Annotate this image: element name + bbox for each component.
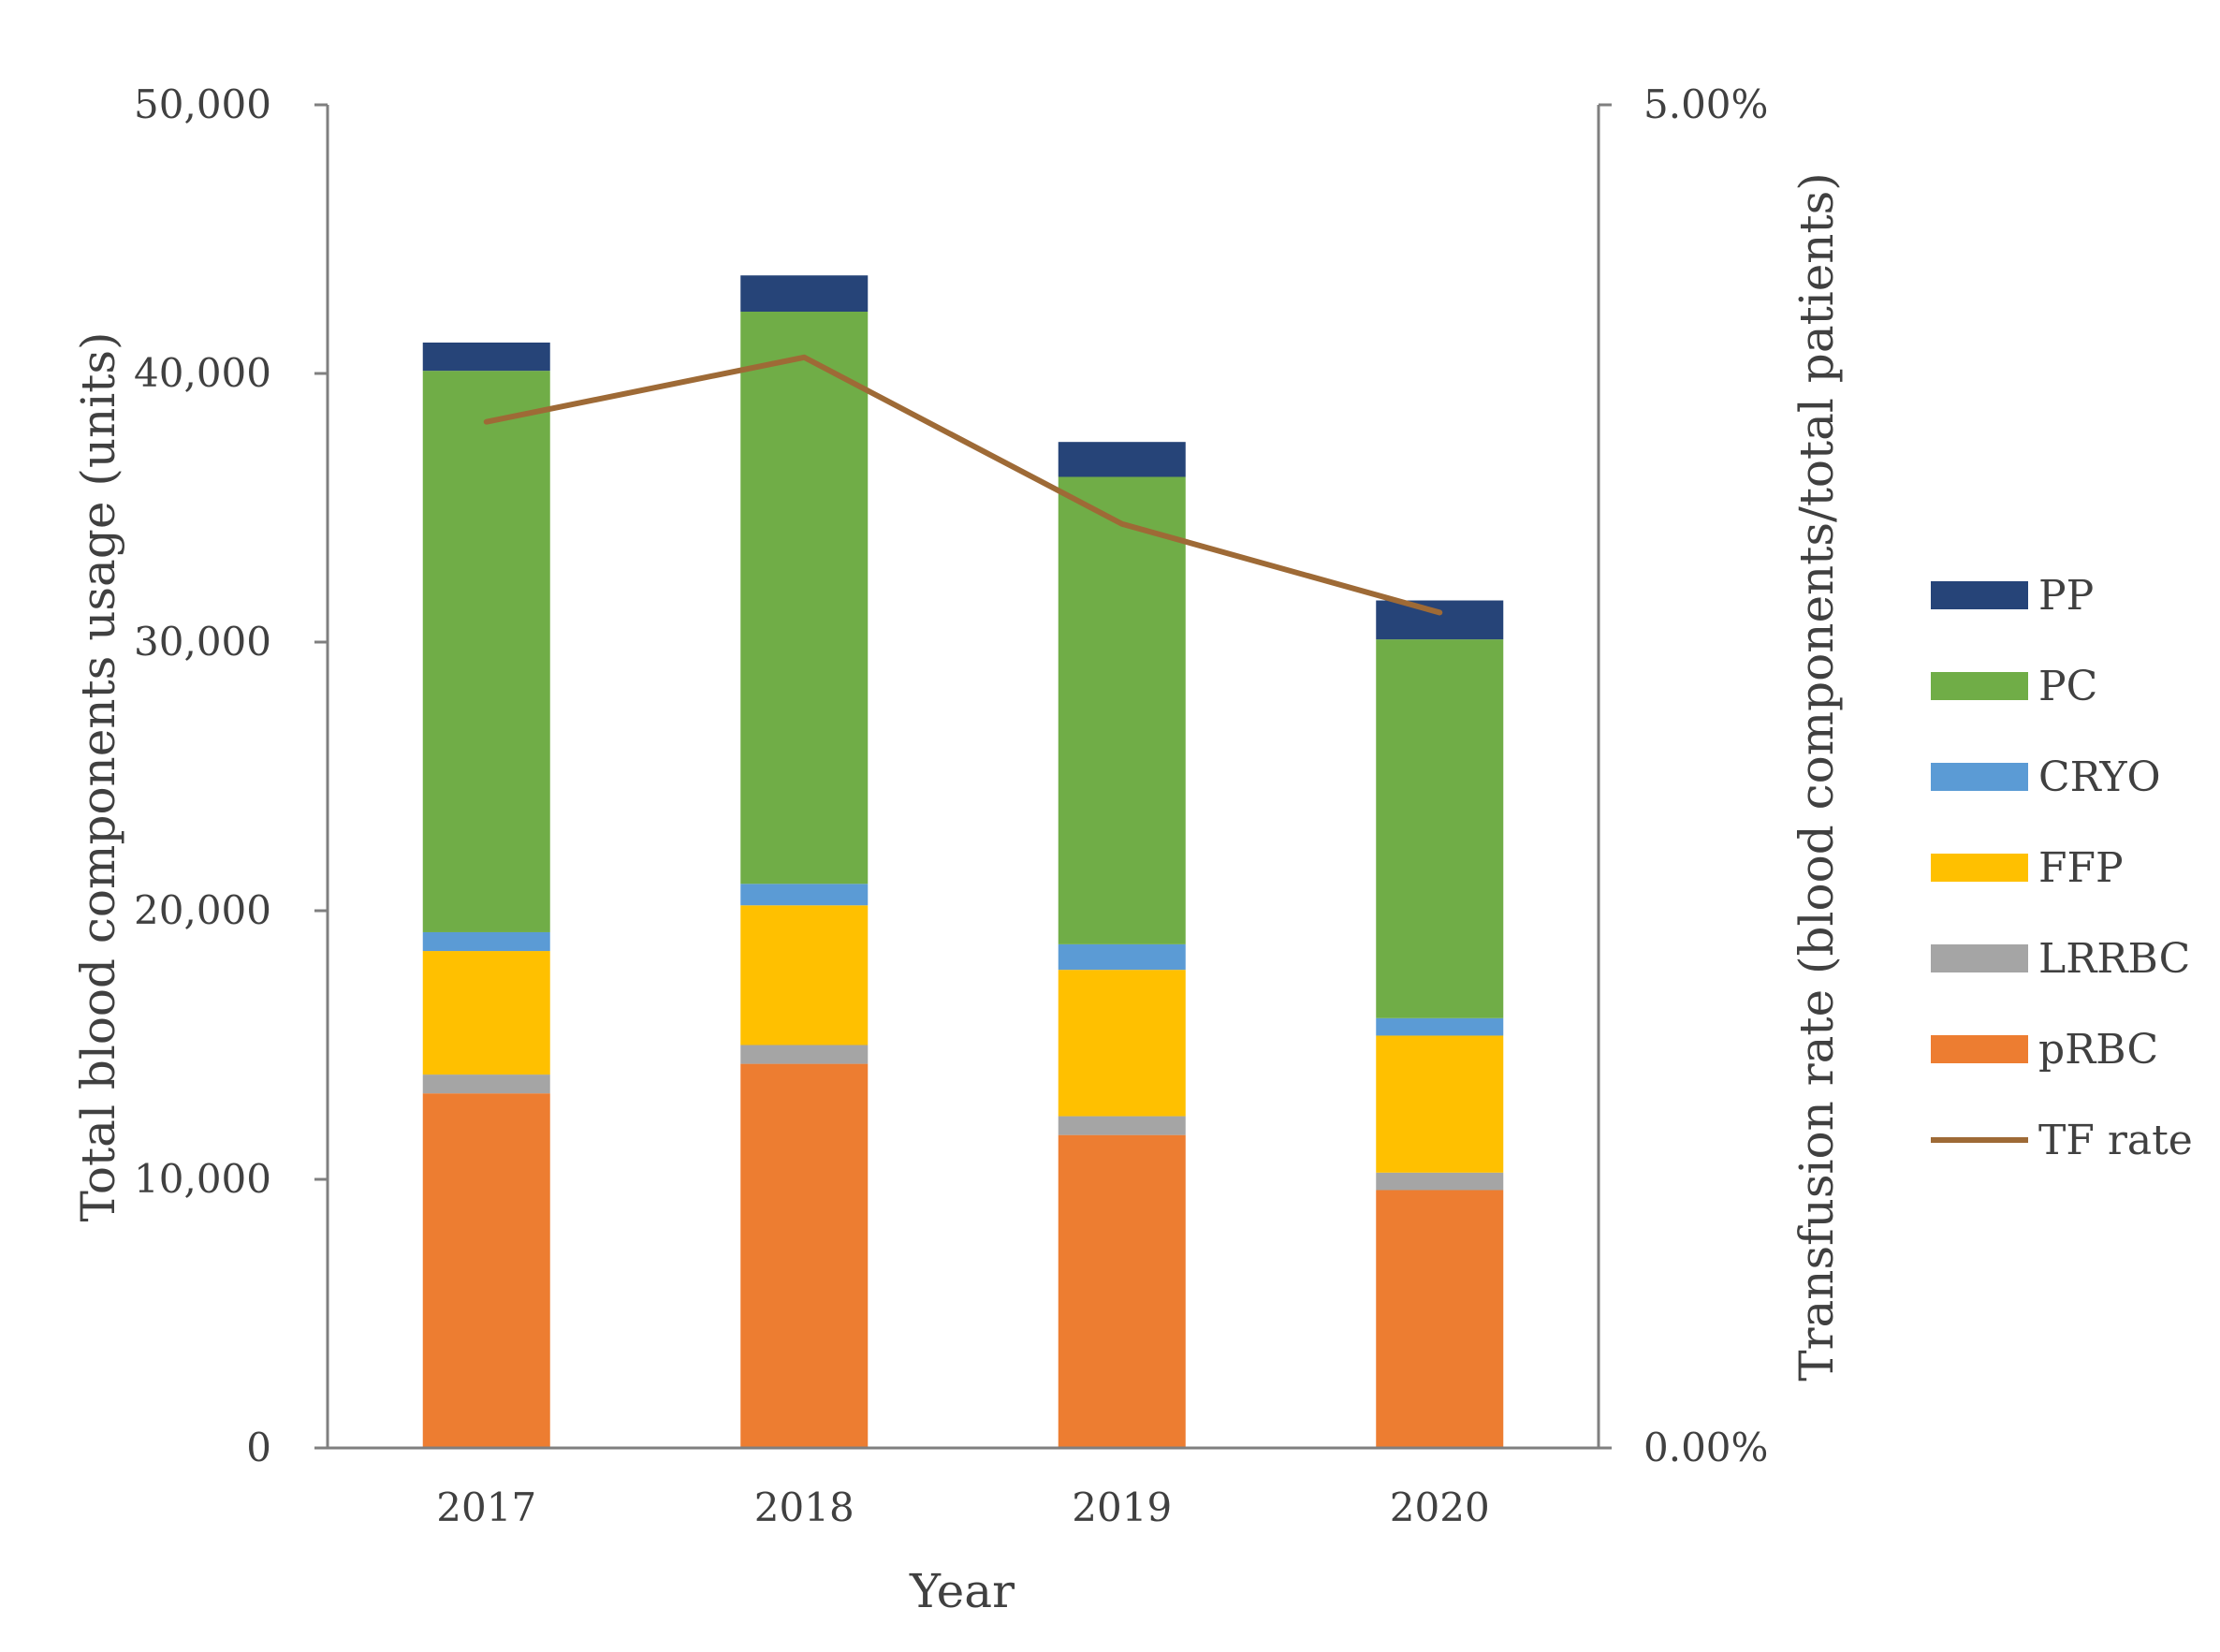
bar-prbc-2018 <box>740 1063 869 1448</box>
legend-swatch-cryo <box>1931 763 2028 791</box>
legend-swatch-pp <box>1931 581 2028 609</box>
legend-swatch-lrrbc <box>1931 944 2028 972</box>
bar-prbc-2017 <box>422 1093 550 1448</box>
y-tick-label: 10,000 <box>134 1156 271 1202</box>
bar-ffp-2017 <box>422 951 550 1075</box>
bar-cryo-2017 <box>422 931 550 952</box>
y-axis-title: Total blood components usage (units) <box>71 331 125 1221</box>
legend-label-pp: PP <box>2038 572 2094 620</box>
legend-item-pc: PC <box>1931 663 2097 710</box>
bar-lrrbc-2019 <box>1058 1116 1186 1135</box>
bar-pc-2020 <box>1376 639 1504 1018</box>
bar-pc-2017 <box>422 371 550 932</box>
x-axis-title: Year <box>909 1564 1015 1618</box>
legend-swatch-prbc <box>1931 1035 2028 1063</box>
bar-prbc-2019 <box>1058 1134 1186 1448</box>
x-tick-label-2018: 2018 <box>754 1484 854 1530</box>
bar-lrrbc-2018 <box>740 1045 869 1064</box>
legend-label-lrrbc: LRRBC <box>2038 935 2190 983</box>
y2-tick-label: 5.00% <box>1643 81 1768 127</box>
y-tick-label: 50,000 <box>134 81 271 127</box>
bar-lrrbc-2020 <box>1376 1172 1504 1191</box>
bar-lrrbc-2017 <box>422 1075 550 1094</box>
line-layer <box>483 354 1443 616</box>
ticks-layer: 0 10,000 20,000 30,000 40,000 50,000 0.00% 5.00… <box>134 81 1768 1530</box>
bar-cryo-2020 <box>1376 1017 1504 1036</box>
bar-pc-2018 <box>740 311 869 884</box>
axes-layer <box>314 105 1612 1450</box>
legend-label-cryo: CRYO <box>2038 753 2161 801</box>
legend-label-prbc: pRBC <box>2038 1026 2158 1074</box>
x-tick-label-2017: 2017 <box>436 1484 536 1530</box>
y2-axis-title: Transfusion rate (blood components/total… <box>1789 172 1844 1382</box>
y-tick-label: 30,000 <box>134 619 271 665</box>
y-tick-label: 40,000 <box>134 350 271 396</box>
bars-layer <box>422 275 1504 1448</box>
legend-item-ffp: FFP <box>1931 844 2124 892</box>
y-tick-label: 0 <box>246 1425 271 1470</box>
legend-label-ffp: FFP <box>2038 844 2124 892</box>
bar-cryo-2019 <box>1058 943 1186 971</box>
bar-ffp-2018 <box>740 905 869 1045</box>
legend-item-lrrbc: LRRBC <box>1931 935 2190 983</box>
legend-label-pc: PC <box>2038 663 2097 710</box>
y2-tick-label: 0.00% <box>1643 1425 1768 1470</box>
bar-pp-2018 <box>740 275 869 312</box>
legend-item-pp: PP <box>1931 572 2094 620</box>
legend-item-prbc: pRBC <box>1931 1026 2158 1074</box>
bar-pp-2020 <box>1376 600 1504 640</box>
x-tick-label-2019: 2019 <box>1072 1484 1172 1530</box>
bar-prbc-2020 <box>1376 1190 1504 1448</box>
legend-swatch-ffp <box>1931 854 2028 882</box>
bar-pp-2017 <box>422 342 550 372</box>
bar-pc-2019 <box>1058 476 1186 944</box>
bar-ffp-2020 <box>1376 1035 1504 1173</box>
bar-ffp-2019 <box>1058 970 1186 1117</box>
line-tf-rate <box>483 354 1443 616</box>
legend-item-tf-rate: TF rate <box>1931 1117 2193 1164</box>
y-tick-label: 20,000 <box>134 887 271 933</box>
legend-item-cryo: CRYO <box>1931 753 2161 801</box>
bar-pp-2019 <box>1058 442 1186 477</box>
legend-label-tf-rate: TF rate <box>2038 1117 2193 1164</box>
x-tick-label-2020: 2020 <box>1390 1484 1490 1530</box>
legend: PP PC CRYO FFP LRRBC pRBC TF rate <box>1931 572 2193 1164</box>
legend-swatch-pc <box>1931 672 2028 700</box>
bar-cryo-2018 <box>740 884 869 906</box>
